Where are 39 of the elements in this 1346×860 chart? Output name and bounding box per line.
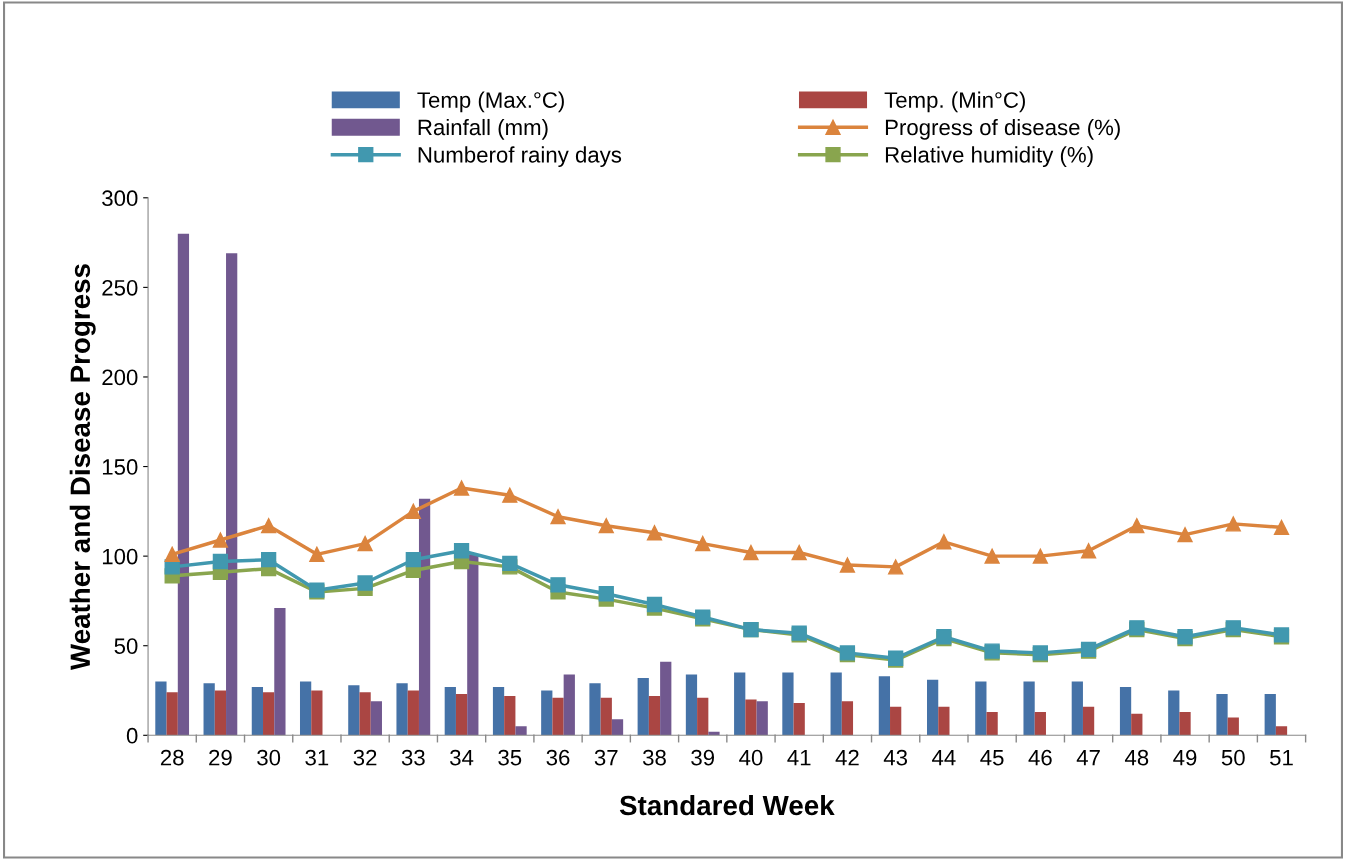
x-tick-label: 28 — [160, 749, 184, 766]
x-tick-label: 34 — [450, 749, 474, 766]
x-tick-label: 46 — [1028, 749, 1052, 766]
legend-label: Relative humidity (%) — [885, 146, 1093, 168]
x-tick-label: 44 — [932, 750, 956, 766]
x-tick-label: 36 — [546, 749, 570, 766]
x-tick-label: 42 — [835, 749, 859, 766]
x-tick-label: 41 — [787, 750, 811, 766]
legend-label: Rainfall (mm) — [418, 118, 548, 140]
y-tick-label: 0 — [126, 727, 138, 744]
x-tick-label: 48 — [1124, 749, 1149, 766]
x-tick-label: 51 — [1270, 750, 1293, 766]
x-tick-label: 43 — [883, 749, 908, 766]
x-tick-label: 37 — [594, 749, 618, 766]
y-tick-label: 100 — [102, 548, 138, 565]
x-tick-label: 35 — [498, 749, 522, 766]
y-tick-label: 250 — [102, 279, 138, 296]
y-tick-label: 300 — [102, 190, 138, 207]
legend-label: Numberof rainy days — [418, 146, 622, 168]
y-tick-label: 50 — [114, 638, 138, 654]
legend-label: Temp. (Min°C) — [884, 91, 1025, 113]
x-tick-label: 47 — [1076, 750, 1100, 766]
x-tick-label: 39 — [691, 749, 715, 766]
x-tick-label: 40 — [739, 749, 763, 766]
y-tick-label: 150 — [102, 459, 138, 475]
y-tick-label: 200 — [102, 369, 138, 386]
x-tick-label: 45 — [980, 750, 1004, 766]
x-tick-label: 32 — [353, 749, 377, 766]
legend-label: Temp (Max.°C) — [417, 91, 564, 113]
x-tick-label: 38 — [642, 749, 666, 766]
y-axis-title: Weather and Disease Progress — [69, 264, 96, 671]
legend-label: Progress of disease (%) — [885, 118, 1120, 140]
x-tick-label: 31 — [305, 749, 329, 766]
x-tick-label: 29 — [209, 749, 232, 766]
x-tick-label: 30 — [257, 749, 281, 766]
x-axis-title: Standared Week — [619, 794, 835, 816]
x-tick-label: 50 — [1221, 749, 1245, 766]
x-tick-label: 33 — [401, 749, 425, 766]
x-tick-label: 49 — [1173, 749, 1197, 766]
